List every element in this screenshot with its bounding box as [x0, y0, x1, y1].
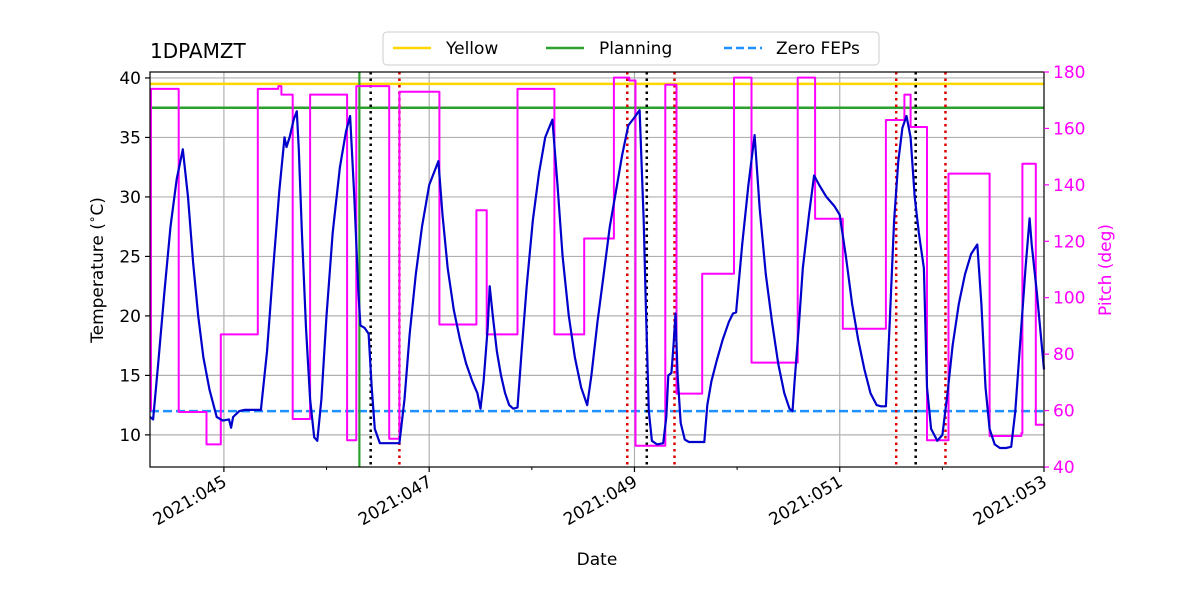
y2-tick-label: 80 — [1053, 345, 1075, 365]
y2-tick-label: 40 — [1053, 458, 1075, 478]
right-axis-label: Pitch (deg) — [1096, 224, 1116, 316]
y2-tick-label: 100 — [1053, 289, 1085, 309]
y-tick-label: 25 — [119, 247, 141, 267]
y-tick-label: 30 — [119, 188, 141, 208]
y-tick-label: 15 — [119, 366, 141, 386]
temperature-series — [149, 108, 1046, 450]
y-axis-label: Temperature (∘C) — [85, 197, 108, 344]
pitch-series — [150, 76, 1044, 447]
legend: Yellow Planning Zero FEPs — [382, 31, 880, 66]
x-axis-label: Date — [577, 550, 618, 570]
temperature-line — [149, 108, 1046, 450]
y2-tick-label: 140 — [1053, 176, 1085, 196]
y2-tick-label: 60 — [1053, 402, 1075, 422]
y-tick-label: 10 — [119, 426, 141, 446]
y-axis-label-text: Temperature ( — [88, 223, 108, 344]
legend-label-planning: Planning — [599, 39, 672, 59]
plot-area-frame — [149, 71, 1045, 468]
y-tick-label: 35 — [119, 128, 141, 148]
y-tick-label: 20 — [119, 307, 141, 327]
legend-label-yellow: Yellow — [445, 39, 498, 59]
legend-label-zero-feps: Zero FEPs — [776, 39, 860, 59]
legend-box — [382, 31, 880, 66]
svg-text:Temperature (∘C): Temperature (∘C) — [85, 197, 108, 344]
y-axis-label-degree: ∘ — [85, 216, 99, 224]
y2-tick-label: 120 — [1053, 232, 1085, 252]
y-tick-label: 40 — [119, 69, 141, 89]
chart-title: 1DPAMZT — [150, 39, 247, 63]
pitch-line — [150, 76, 1044, 447]
y-axis-label-unit: C) — [88, 197, 108, 216]
y2-tick-label: 180 — [1053, 63, 1085, 83]
y2-tick-label: 160 — [1053, 119, 1085, 139]
